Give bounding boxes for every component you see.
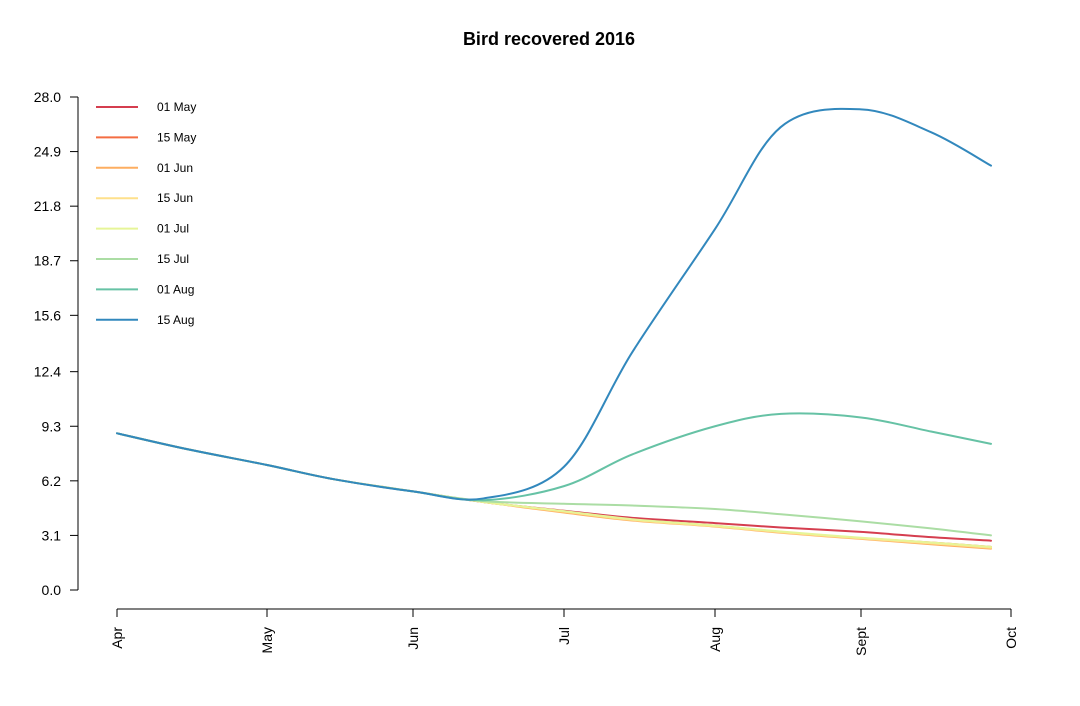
y-tick-label: 24.9: [34, 144, 61, 160]
y-axis: 0.0 3.1 6.2 9.3 12.4 15.6 18.7 21.8 24.9 28.0: [34, 89, 79, 598]
series-line-01-may: [116, 432, 992, 542]
legend-item: 15 Jul: [96, 252, 189, 266]
x-tick-label: Apr: [109, 627, 125, 649]
legend-item: 01 May: [96, 100, 196, 114]
y-tick-label: 28.0: [34, 89, 61, 105]
legend-item: 01 Jul: [96, 222, 189, 236]
legend-label: 01 Aug: [157, 282, 194, 296]
y-tick-label: 0.0: [42, 582, 62, 598]
legend-item: 15 May: [96, 130, 196, 144]
legend-label: 15 May: [157, 130, 196, 144]
legend-item: 15 Jun: [96, 191, 193, 205]
series-line-15-jul: [116, 432, 992, 537]
x-tick-label: Aug: [707, 627, 723, 652]
y-tick-label: 6.2: [42, 473, 62, 489]
series-line-15-may: [116, 432, 992, 548]
y-tick-label: 12.4: [34, 364, 61, 380]
x-tick-label: May: [259, 627, 275, 653]
y-tick-label: 15.6: [34, 307, 61, 323]
y-tick-label: 3.1: [42, 527, 62, 543]
x-tick-label: Jun: [405, 627, 421, 650]
legend: 01 May 15 May 01 Jun 15 Jun 01 Jul 15 Jul 01 A…: [96, 100, 196, 327]
series-line-15-jun: [116, 432, 992, 549]
y-tick-label: 21.8: [34, 198, 61, 214]
plot-lines: [116, 107, 992, 550]
chart-title: Bird recovered 2016: [463, 29, 635, 49]
legend-item: 01 Jun: [96, 161, 193, 175]
series-line-15-aug: [116, 107, 992, 501]
x-tick-label: Jul: [556, 627, 572, 645]
legend-label: 01 Jul: [157, 222, 189, 236]
series-line-01-jul: [116, 432, 992, 548]
legend-label: 15 Aug: [157, 313, 194, 327]
x-axis: Apr May Jun Jul Aug Sept Oct: [109, 608, 1019, 656]
legend-item: 01 Aug: [96, 282, 194, 296]
legend-item: 15 Aug: [96, 313, 194, 327]
legend-label: 15 Jul: [157, 252, 189, 266]
y-tick-label: 18.7: [34, 253, 61, 269]
legend-label: 01 Jun: [157, 161, 193, 175]
legend-label: 01 May: [157, 100, 196, 114]
series-line-01-aug: [116, 412, 992, 502]
x-tick-label: Oct: [1003, 627, 1019, 649]
x-tick-label: Sept: [853, 627, 869, 656]
legend-label: 15 Jun: [157, 191, 193, 205]
y-tick-label: 9.3: [42, 418, 62, 434]
